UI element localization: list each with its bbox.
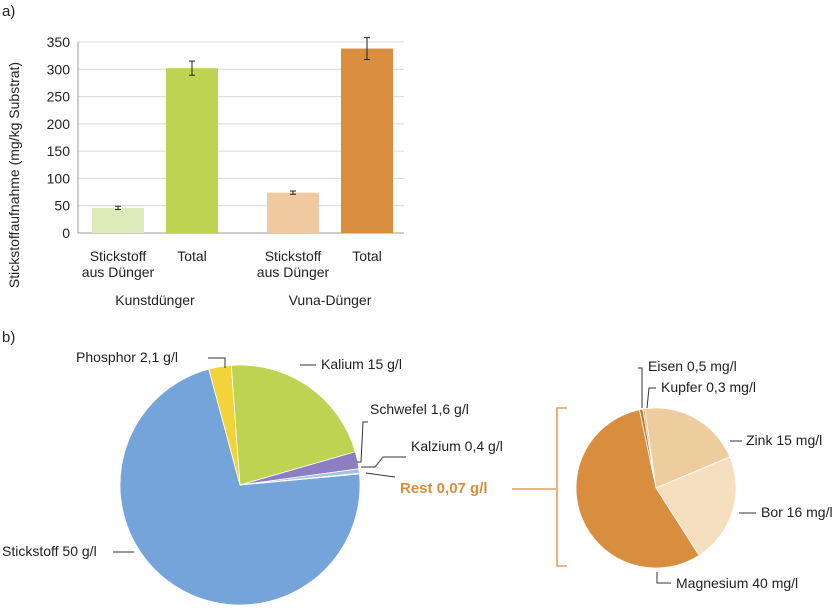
label-leader-line xyxy=(638,367,643,408)
group-label: Kunstdünger xyxy=(115,292,195,308)
label-leader-line xyxy=(646,387,656,409)
bar-marks xyxy=(92,37,393,234)
pie-slice xyxy=(119,368,361,606)
y-tick-label: 250 xyxy=(47,89,71,105)
pie-slice xyxy=(230,364,356,486)
bar xyxy=(267,192,319,233)
y-tick-label: 150 xyxy=(47,143,71,159)
main-pie-labels: Stickstoff 50 g/l Phosphor 2,1 g/l Kalium … xyxy=(2,349,503,559)
rest-bracket xyxy=(365,407,567,567)
panel-a-label: a) xyxy=(2,3,15,20)
bar xyxy=(166,68,218,234)
pie-slice-label: Kalzium 0,4 g/l xyxy=(411,438,503,454)
pie-slice-label: Kupfer 0,3 mg/l xyxy=(661,379,756,395)
bar xyxy=(92,207,144,233)
pie-slice-label: Eisen 0,5 mg/l xyxy=(648,358,737,374)
pie-slice-label: Kalium 15 g/l xyxy=(321,356,402,372)
group-label: Vuna-Dünger xyxy=(289,292,372,308)
pie-slice xyxy=(644,407,731,489)
y-tick-label: 0 xyxy=(62,225,70,241)
label-leader-line xyxy=(357,421,368,463)
pie-slice-label: Zink 15 mg/l xyxy=(746,432,822,448)
label-leader-line xyxy=(208,357,226,368)
bar-chart: Stickstoffaufnahme (mg/kg Substrat) 0 50 1… xyxy=(6,34,404,308)
bar xyxy=(341,48,393,234)
panel-b-label: b) xyxy=(2,329,15,346)
y-tick-label: 350 xyxy=(47,34,71,50)
error-bar xyxy=(290,190,296,195)
pie-slice xyxy=(575,409,700,569)
bar-y-ticks: 0 50 100 150 200 250 300 350 xyxy=(47,34,71,241)
y-tick-label: 200 xyxy=(47,116,71,132)
error-bar xyxy=(115,205,121,211)
main-pie-chart xyxy=(119,364,361,606)
y-tick-label: 100 xyxy=(47,170,71,186)
bar-gridlines xyxy=(77,41,404,234)
y-tick-label: 50 xyxy=(54,198,70,214)
pie-slice-label: Rest 0,07 g/l xyxy=(400,480,488,497)
pie-slice-label: Stickstoff 50 g/l xyxy=(2,543,97,559)
bar-category-label: Total xyxy=(177,248,207,264)
y-tick-label: 300 xyxy=(47,61,71,77)
bar-category-label: aus Dünger xyxy=(257,264,330,280)
label-leader-line xyxy=(361,456,406,468)
bar-category-label: aus Dünger xyxy=(82,264,155,280)
bar-category-label: Total xyxy=(352,248,382,264)
pie-slice xyxy=(655,456,737,556)
error-bar xyxy=(364,37,370,60)
pie-slice-label: Bor 16 mg/l xyxy=(761,504,833,520)
bar-category-label: Stickstoff xyxy=(90,248,147,264)
error-bar xyxy=(189,60,195,76)
pie-slice xyxy=(239,472,360,486)
rest-detail-pie-chart xyxy=(575,407,737,569)
bar-category-label: Stickstoff xyxy=(265,248,322,264)
label-leader-line xyxy=(656,572,671,584)
rest-detail-pie-labels: Eisen 0,5 mg/l Kupfer 0,3 mg/l Zink 15 mg/… xyxy=(638,358,833,591)
pie-slice-label: Phosphor 2,1 g/l xyxy=(76,349,178,365)
pie-slice-label: Magnesium 40 mg/l xyxy=(676,575,798,591)
y-axis-label: Stickstoffaufnahme (mg/kg Substrat) xyxy=(6,62,22,288)
pie-slice-label: Schwefel 1,6 g/l xyxy=(370,401,469,417)
